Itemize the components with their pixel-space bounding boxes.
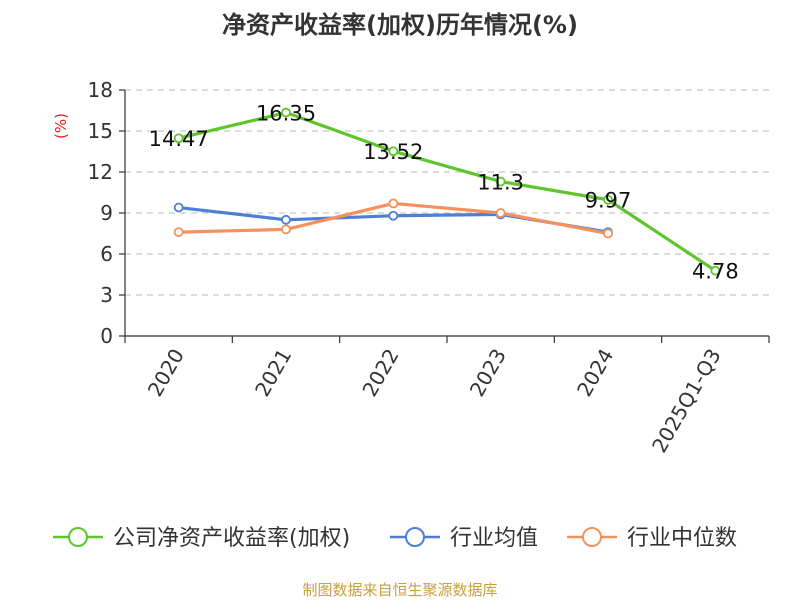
data-label: 11.3 bbox=[477, 171, 524, 195]
data-label: 4.78 bbox=[692, 260, 739, 284]
data-labels: 14.47 16.35 13.52 11.3 9.97 4.78 bbox=[149, 102, 739, 284]
series-line-0 bbox=[178, 110, 717, 273]
data-point[interactable] bbox=[388, 146, 399, 157]
x-tick-label: 2023 bbox=[465, 344, 511, 400]
x-tick-label: 2020 bbox=[143, 345, 189, 401]
data-source-note: 制图数据来自恒生聚源数据库 bbox=[302, 581, 497, 599]
legend-marker bbox=[582, 527, 602, 547]
legend-item-0[interactable]: 公司净资产收益率(加权) bbox=[53, 526, 350, 551]
data-point[interactable] bbox=[495, 176, 506, 187]
data-point[interactable] bbox=[603, 228, 613, 239]
data-point[interactable] bbox=[281, 107, 291, 118]
x-tick-label: 2025Q1-Q3 bbox=[647, 345, 726, 457]
data-point[interactable] bbox=[173, 202, 184, 213]
data-point[interactable] bbox=[710, 265, 721, 276]
y-tick-label: 15 bbox=[88, 119, 113, 143]
y-tick-label: 9 bbox=[100, 201, 113, 225]
y-tick-label: 12 bbox=[88, 160, 113, 184]
legend-label: 行业均值 bbox=[450, 526, 538, 551]
legend[interactable]: 公司净资产收益率(加权) 行业均值 行业中位数 bbox=[53, 526, 737, 551]
data-label: 14.47 bbox=[149, 127, 209, 151]
data-point[interactable] bbox=[603, 194, 613, 205]
x-tick-label: 2022 bbox=[357, 345, 403, 401]
legend-item-1[interactable]: 行业均值 bbox=[390, 526, 538, 551]
legend-marker bbox=[68, 527, 88, 547]
legend-label: 公司净资产收益率(加权) bbox=[113, 526, 350, 551]
data-point[interactable] bbox=[388, 198, 399, 209]
y-tick-label: 18 bbox=[88, 78, 113, 102]
legend-marker bbox=[405, 527, 425, 547]
data-point[interactable] bbox=[281, 224, 291, 235]
grid-lines bbox=[125, 89, 769, 296]
chart-title: 净资产收益率(加权)历年情况(%) bbox=[222, 11, 578, 39]
y-tick-label: 3 bbox=[100, 283, 113, 307]
legend-item-2[interactable]: 行业中位数 bbox=[567, 526, 737, 551]
x-tick-label: 2021 bbox=[250, 345, 296, 401]
data-point[interactable] bbox=[173, 133, 184, 144]
x-tick-label: 2024 bbox=[572, 345, 618, 401]
y-axis-unit-label: (%) bbox=[52, 113, 70, 139]
data-label: 16.35 bbox=[256, 102, 316, 126]
legend-label: 行业中位数 bbox=[627, 526, 737, 551]
y-tick-label: 6 bbox=[100, 242, 113, 266]
y-tick-label: 0 bbox=[100, 324, 113, 348]
data-point[interactable] bbox=[495, 208, 506, 218]
data-point[interactable] bbox=[388, 210, 399, 221]
data-point[interactable] bbox=[281, 214, 291, 225]
data-point[interactable] bbox=[173, 227, 184, 238]
data-label: 13.52 bbox=[363, 140, 423, 164]
data-label: 9.97 bbox=[585, 189, 632, 213]
series-lines bbox=[173, 107, 721, 276]
